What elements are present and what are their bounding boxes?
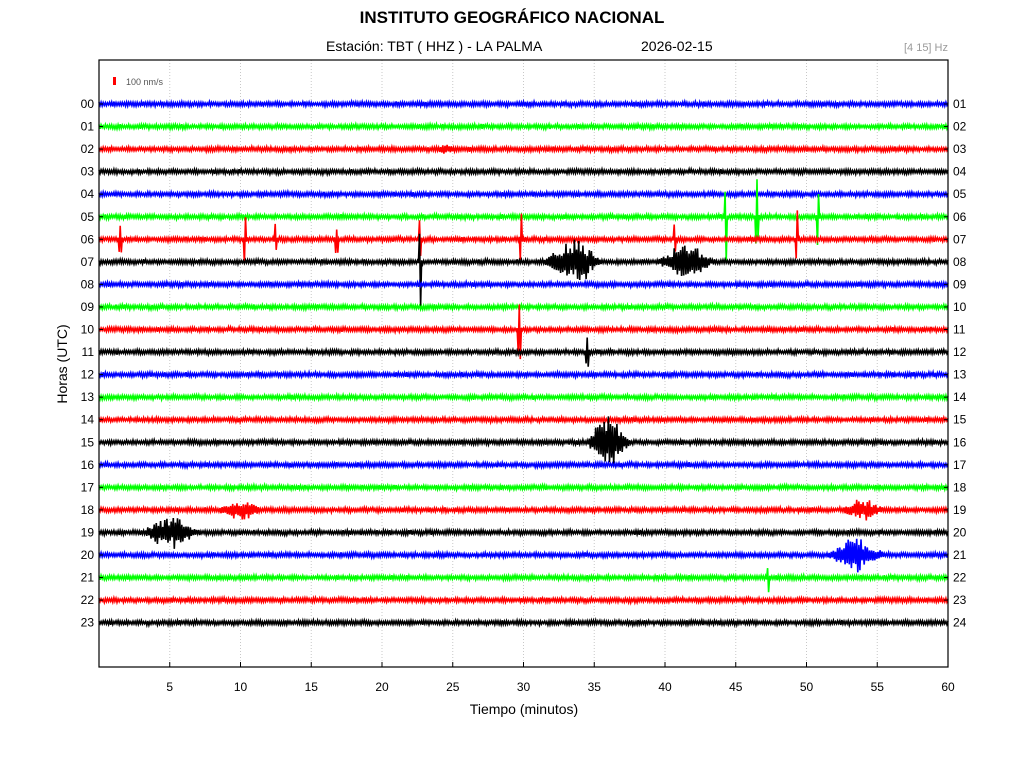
hour-label-left: 21 bbox=[81, 571, 95, 585]
hour-label-right: 14 bbox=[953, 390, 967, 404]
hour-label-left: 04 bbox=[81, 187, 95, 201]
trace-hour-16 bbox=[98, 459, 949, 471]
x-tick-label: 20 bbox=[375, 680, 389, 694]
hour-label-right: 02 bbox=[953, 120, 967, 134]
trace-hour-07 bbox=[98, 233, 949, 308]
hour-label-right: 04 bbox=[953, 165, 967, 179]
trace-hour-20 bbox=[98, 538, 949, 573]
hour-label-right: 11 bbox=[953, 323, 966, 337]
hour-label-right: 08 bbox=[953, 255, 967, 269]
hour-label-right: 16 bbox=[953, 435, 967, 449]
hour-label-left: 11 bbox=[82, 345, 95, 359]
hour-label-left: 10 bbox=[81, 323, 95, 337]
y-axis-label: Horas (UTC) bbox=[54, 324, 70, 403]
hour-label-right: 03 bbox=[953, 142, 967, 156]
hour-label-left: 20 bbox=[81, 548, 95, 562]
x-tick-label: 40 bbox=[658, 680, 672, 694]
hour-label-right: 24 bbox=[953, 616, 967, 630]
x-tick-label: 50 bbox=[800, 680, 814, 694]
hour-label-right: 19 bbox=[953, 503, 967, 517]
x-tick-label: 25 bbox=[446, 680, 460, 694]
trace-hour-02 bbox=[98, 143, 949, 155]
hour-label-left: 08 bbox=[81, 277, 95, 291]
trace-hour-18 bbox=[98, 499, 949, 521]
trace-hour-21 bbox=[98, 568, 949, 593]
x-tick-label: 60 bbox=[941, 680, 955, 694]
trace-hour-01 bbox=[98, 120, 949, 133]
hour-label-left: 07 bbox=[81, 255, 95, 269]
y-axis-right-labels: 01 02 03 04 05 06 07 08 09 10 11 12 13 14 15 16 17 18 19 20… bbox=[944, 97, 967, 630]
x-tick-label: 35 bbox=[588, 680, 602, 694]
trace-hour-00 bbox=[98, 98, 949, 110]
hour-label-right: 23 bbox=[953, 593, 967, 607]
hour-label-right: 06 bbox=[953, 210, 967, 224]
trace-hour-23 bbox=[98, 616, 949, 629]
x-tick-label: 5 bbox=[166, 680, 173, 694]
frequency-band-label: [4 15] Hz bbox=[903, 42, 948, 54]
hour-label-left: 15 bbox=[81, 435, 95, 449]
hour-label-right: 22 bbox=[953, 571, 967, 585]
hour-label-right: 20 bbox=[953, 525, 967, 539]
hour-label-left: 09 bbox=[81, 300, 95, 314]
hour-label-right: 18 bbox=[953, 480, 967, 494]
trace-hour-14 bbox=[98, 414, 949, 426]
x-tick-label: 30 bbox=[517, 680, 531, 694]
x-axis-label: Tiempo (minutos) bbox=[470, 701, 578, 717]
x-tick-label: 10 bbox=[234, 680, 248, 694]
trace-hour-13 bbox=[98, 391, 949, 403]
hour-label-left: 01 bbox=[81, 120, 95, 134]
trace-hour-03 bbox=[98, 166, 949, 178]
x-axis-ticks: 5 10 15 20 25 30 35 40 45 50 55 60 bbox=[166, 662, 955, 694]
hour-label-left: 05 bbox=[81, 210, 95, 224]
station-label: Estación: TBT ( HHZ ) - LA PALMA bbox=[326, 38, 543, 54]
hour-label-left: 16 bbox=[81, 458, 95, 472]
hour-label-right: 21 bbox=[953, 548, 967, 562]
hour-label-right: 05 bbox=[953, 187, 967, 201]
hour-label-left: 00 bbox=[81, 97, 95, 111]
date-label: 2026-02-15 bbox=[641, 38, 713, 54]
trace-hour-12 bbox=[98, 368, 949, 381]
hour-label-right: 09 bbox=[953, 277, 967, 291]
trace-hour-22 bbox=[98, 594, 949, 606]
hour-label-left: 02 bbox=[81, 142, 95, 156]
hour-label-left: 14 bbox=[81, 413, 95, 427]
x-tick-label: 55 bbox=[871, 680, 885, 694]
hour-label-left: 22 bbox=[81, 593, 95, 607]
trace-hour-04 bbox=[98, 188, 949, 200]
hour-label-left: 17 bbox=[81, 480, 95, 494]
trace-hour-11 bbox=[98, 337, 949, 367]
hour-label-left: 23 bbox=[81, 616, 95, 630]
trace-hour-19 bbox=[98, 517, 949, 549]
grid-lines bbox=[169, 60, 878, 667]
hour-label-right: 01 bbox=[953, 97, 967, 111]
trace-hour-15 bbox=[98, 416, 949, 465]
hour-label-left: 13 bbox=[81, 390, 95, 404]
hour-label-right: 17 bbox=[953, 458, 967, 472]
hour-label-left: 18 bbox=[81, 503, 95, 517]
hour-label-right: 07 bbox=[953, 232, 967, 246]
hour-label-left: 06 bbox=[81, 232, 95, 246]
x-tick-label: 45 bbox=[729, 680, 743, 694]
scale-bar-label: 100 nm/s bbox=[126, 77, 164, 87]
hour-label-right: 10 bbox=[953, 300, 967, 314]
trace-hour-10 bbox=[98, 304, 949, 360]
trace-hour-08 bbox=[98, 278, 949, 291]
hour-label-right: 15 bbox=[953, 413, 967, 427]
trace-hour-06 bbox=[98, 210, 949, 264]
hour-label-left: 12 bbox=[81, 368, 95, 382]
scale-bar bbox=[113, 77, 116, 85]
hour-label-right: 13 bbox=[953, 368, 967, 382]
trace-hour-05 bbox=[98, 179, 949, 262]
hour-label-right: 12 bbox=[953, 345, 967, 359]
hour-label-left: 19 bbox=[81, 525, 95, 539]
trace-hour-09 bbox=[98, 301, 949, 313]
trace-hour-17 bbox=[98, 481, 949, 494]
x-tick-label: 15 bbox=[305, 680, 319, 694]
hour-label-left: 03 bbox=[81, 165, 95, 179]
y-axis-left-labels: 00 01 02 03 04 05 06 07 08 09 10 11 12 13 14 15 16 17 18 19… bbox=[81, 97, 103, 630]
chart-title: INSTITUTO GEOGRÁFICO NACIONAL bbox=[359, 8, 665, 27]
seismic-traces bbox=[98, 98, 949, 629]
